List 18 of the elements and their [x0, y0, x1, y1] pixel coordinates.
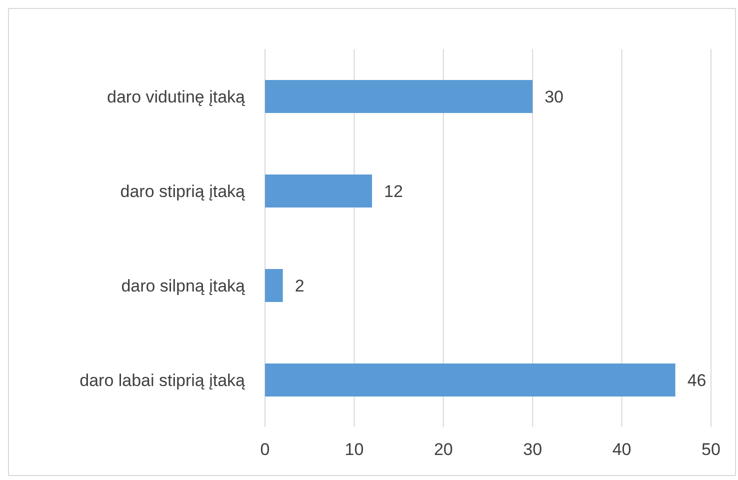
- x-tick-label: 20: [434, 440, 453, 460]
- x-tick-label: 0: [260, 440, 270, 460]
- data-label: 30: [544, 88, 564, 107]
- y-tick-label: daro labai stiprią įtaką: [80, 370, 246, 390]
- x-tick-label: 40: [612, 440, 632, 460]
- bar: [265, 174, 372, 208]
- y-tick-label: daro vidutinę įtaką: [107, 87, 246, 106]
- x-tick-label: 50: [702, 440, 720, 460]
- data-label: 46: [687, 371, 706, 390]
- y-tick-label: daro stiprią įtaką: [120, 182, 246, 201]
- x-tick-label: 10: [344, 440, 364, 460]
- bar: [265, 80, 533, 113]
- data-label: 12: [384, 182, 403, 202]
- x-tick-label: 30: [523, 440, 542, 460]
- y-tick-label: daro silpną įtaką: [121, 276, 246, 296]
- bar: [265, 364, 676, 396]
- data-label: 2: [294, 276, 304, 296]
- bar: [265, 269, 283, 302]
